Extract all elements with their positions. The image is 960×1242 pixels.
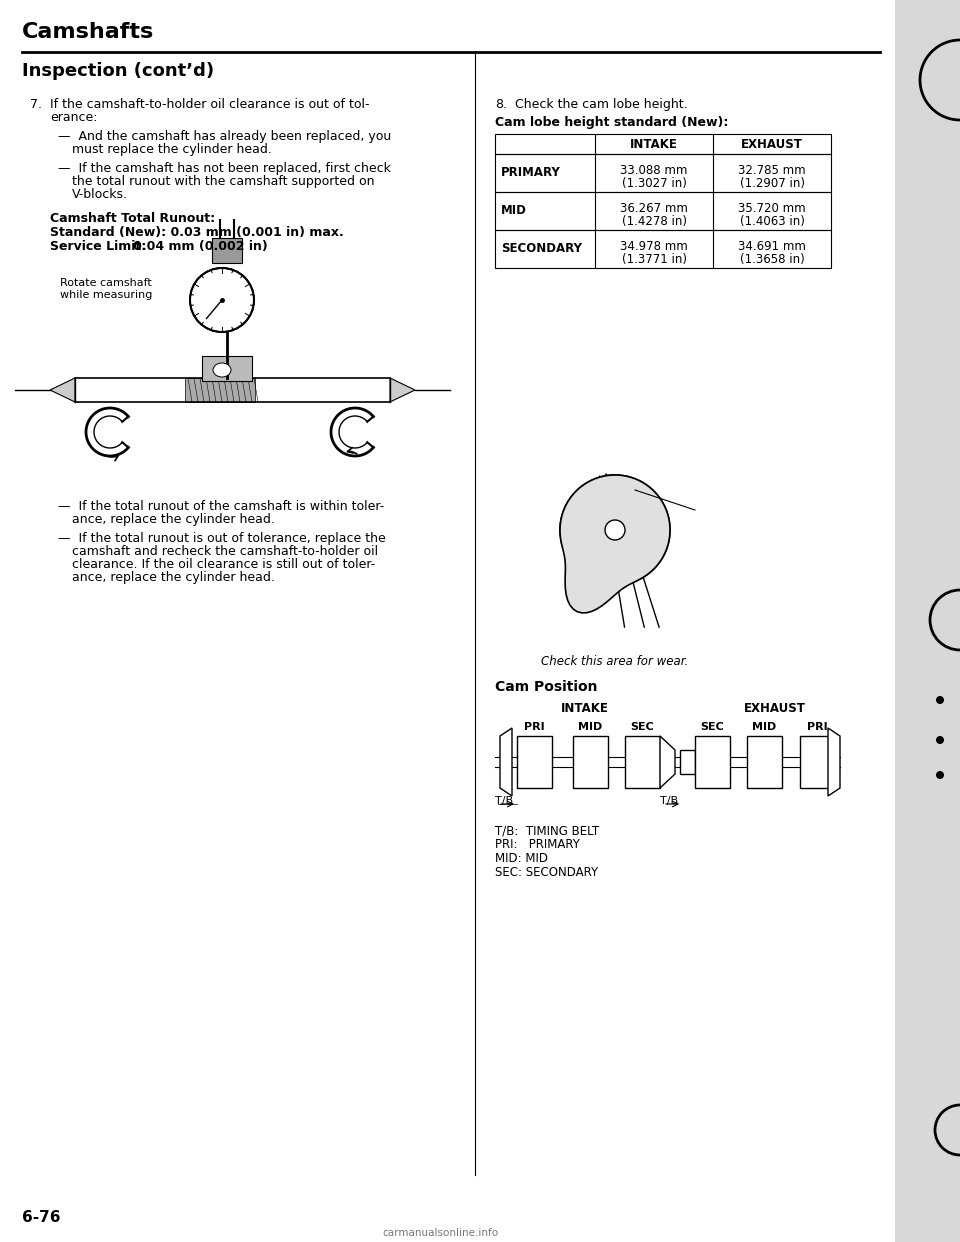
Text: (1.3027 in): (1.3027 in)	[621, 178, 686, 190]
Text: Standard (New): 0.03 mm (0.001 in) max.: Standard (New): 0.03 mm (0.001 in) max.	[50, 226, 344, 238]
Circle shape	[936, 737, 944, 744]
Text: must replace the cylinder head.: must replace the cylinder head.	[72, 143, 272, 156]
Circle shape	[560, 474, 670, 585]
Bar	[495, 154, 831, 193]
Text: INTAKE: INTAKE	[630, 138, 678, 150]
Text: INTAKE: INTAKE	[561, 702, 609, 715]
Text: Check this area for wear.: Check this area for wear.	[541, 655, 688, 668]
Text: —  And the camshaft has already been replaced, you: — And the camshaft has already been repl…	[58, 130, 392, 143]
Text: ance, replace the cylinder head.: ance, replace the cylinder head.	[72, 513, 275, 527]
Text: SECONDARY: SECONDARY	[501, 242, 582, 256]
Text: 0.04 mm (0.002 in): 0.04 mm (0.002 in)	[120, 240, 268, 253]
Text: (1.4063 in): (1.4063 in)	[739, 215, 804, 229]
Text: 32.785 mm: 32.785 mm	[738, 164, 805, 178]
Text: Cam Position: Cam Position	[495, 681, 597, 694]
Polygon shape	[390, 378, 415, 402]
Bar	[517, 737, 552, 787]
Text: PRI: PRI	[524, 722, 544, 732]
Polygon shape	[828, 728, 840, 796]
Text: SEC: SECONDARY: SEC: SECONDARY	[495, 866, 598, 879]
Circle shape	[936, 696, 944, 704]
Polygon shape	[660, 737, 675, 787]
Bar	[202, 356, 252, 381]
Text: Check the cam lobe height.: Check the cam lobe height.	[515, 98, 687, 111]
Text: Camshaft Total Runout:: Camshaft Total Runout:	[50, 212, 215, 225]
Text: Inspection (cont’d): Inspection (cont’d)	[22, 62, 214, 79]
Text: EXHAUST: EXHAUST	[744, 702, 806, 715]
Text: 8.: 8.	[495, 98, 507, 111]
Text: MID: MID	[752, 722, 776, 732]
Text: SEC: SEC	[630, 722, 654, 732]
Text: MID: MID: MID: MID	[495, 852, 548, 864]
Text: SEC: SEC	[700, 722, 724, 732]
Text: (1.3771 in): (1.3771 in)	[621, 253, 686, 266]
Text: PRI:   PRIMARY: PRI: PRIMARY	[495, 838, 580, 851]
Text: —  If the total runout of the camshaft is within toler-: — If the total runout of the camshaft is…	[58, 501, 384, 513]
Bar	[495, 134, 831, 154]
Text: EXHAUST: EXHAUST	[741, 138, 803, 150]
Text: V-blocks.: V-blocks.	[72, 188, 128, 201]
Bar	[800, 737, 835, 787]
Bar	[212, 238, 242, 263]
Ellipse shape	[213, 363, 231, 378]
Bar	[495, 193, 831, 230]
Text: 35.720 mm: 35.720 mm	[738, 202, 805, 215]
Bar	[573, 737, 608, 787]
Bar	[625, 737, 660, 787]
Text: Cam lobe height standard (New):: Cam lobe height standard (New):	[495, 116, 729, 129]
Text: 36.267 mm: 36.267 mm	[620, 202, 688, 215]
Text: camshaft and recheck the camshaft-to-holder oil: camshaft and recheck the camshaft-to-hol…	[72, 545, 378, 558]
Circle shape	[190, 268, 254, 332]
Text: MID: MID	[578, 722, 602, 732]
Text: T/B:  TIMING BELT: T/B: TIMING BELT	[495, 823, 599, 837]
Text: T/B: T/B	[660, 796, 678, 806]
Text: 34.978 mm: 34.978 mm	[620, 240, 688, 253]
Text: erance:: erance:	[50, 111, 98, 124]
Text: ance, replace the cylinder head.: ance, replace the cylinder head.	[72, 571, 275, 584]
Text: PRI: PRI	[806, 722, 828, 732]
Text: the total runout with the camshaft supported on: the total runout with the camshaft suppo…	[72, 175, 374, 188]
Bar	[695, 737, 730, 787]
Text: (1.3658 in): (1.3658 in)	[739, 253, 804, 266]
Text: clearance. If the oil clearance is still out of toler-: clearance. If the oil clearance is still…	[72, 558, 375, 571]
Polygon shape	[500, 728, 512, 796]
Text: 33.088 mm: 33.088 mm	[620, 164, 687, 178]
Polygon shape	[680, 750, 695, 774]
Polygon shape	[560, 474, 670, 612]
Circle shape	[605, 520, 625, 540]
Text: T/B: T/B	[495, 796, 514, 806]
Text: (1.2907 in): (1.2907 in)	[739, 178, 804, 190]
Text: 34.691 mm: 34.691 mm	[738, 240, 806, 253]
Text: Camshafts: Camshafts	[22, 22, 155, 42]
Text: (1.4278 in): (1.4278 in)	[621, 215, 686, 229]
Bar	[747, 737, 782, 787]
Text: —  If the camshaft has not been replaced, first check: — If the camshaft has not been replaced,…	[58, 161, 391, 175]
Polygon shape	[50, 378, 75, 402]
Bar	[895, 0, 960, 1242]
Bar	[185, 378, 255, 402]
Text: Service Limit:: Service Limit:	[50, 240, 146, 253]
Text: MID: MID	[501, 205, 527, 217]
Text: —  If the total runout is out of tolerance, replace the: — If the total runout is out of toleranc…	[58, 532, 386, 545]
Text: carmanualsonline.info: carmanualsonline.info	[382, 1228, 498, 1238]
Text: 6-76: 6-76	[22, 1210, 60, 1225]
Text: If the camshaft-to-holder oil clearance is out of tol-: If the camshaft-to-holder oil clearance …	[50, 98, 370, 111]
Text: 7.: 7.	[30, 98, 42, 111]
Circle shape	[936, 771, 944, 779]
Text: PRIMARY: PRIMARY	[501, 166, 561, 180]
Bar	[495, 230, 831, 268]
Text: Rotate camshaft
while measuring: Rotate camshaft while measuring	[60, 278, 153, 299]
